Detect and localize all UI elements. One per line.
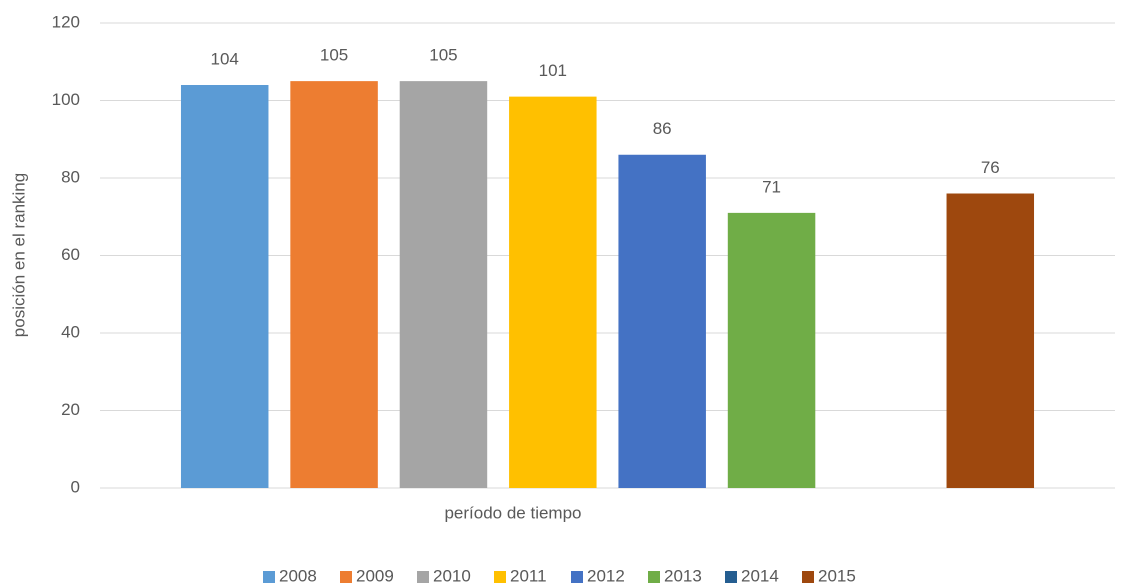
bar — [727, 212, 816, 488]
bar — [618, 154, 706, 488]
data-label: 86 — [653, 119, 672, 138]
legend-swatch — [494, 571, 506, 583]
x-axis-label: período de tiempo — [444, 503, 581, 522]
legend-swatch — [725, 571, 737, 583]
data-label: 101 — [539, 61, 567, 80]
y-tick-label: 100 — [52, 90, 80, 109]
bar — [290, 81, 378, 488]
legend-label: 2008 — [279, 566, 317, 585]
y-tick-label: 40 — [61, 322, 80, 341]
legend-label: 2015 — [818, 566, 856, 585]
y-tick-label: 20 — [61, 400, 80, 419]
legend-swatch — [417, 571, 429, 583]
bar — [509, 96, 597, 488]
y-tick-label: 0 — [71, 477, 80, 496]
legend-swatch — [263, 571, 275, 583]
bar — [399, 81, 488, 488]
legend-swatch — [802, 571, 814, 583]
legend-swatch — [571, 571, 583, 583]
data-label: 71 — [762, 177, 781, 196]
legend-label: 2011 — [510, 566, 547, 585]
data-label: 104 — [211, 49, 239, 68]
data-label: 76 — [981, 158, 1000, 177]
legend-label: 2012 — [587, 566, 625, 585]
y-tick-label: 120 — [52, 12, 80, 31]
data-label: 105 — [429, 46, 457, 65]
legend-swatch — [340, 571, 352, 583]
legend-label: 2010 — [433, 566, 471, 585]
legend-swatch — [648, 571, 660, 583]
y-tick-label: 80 — [61, 167, 80, 186]
legend-label: 2013 — [664, 566, 702, 585]
legend-label: 2014 — [741, 566, 779, 585]
bar — [946, 193, 1035, 488]
legend-label: 2009 — [356, 566, 394, 585]
bar — [180, 85, 269, 488]
y-axis-label: posición en el ranking — [9, 173, 28, 337]
data-label: 105 — [320, 46, 348, 65]
y-tick-label: 60 — [61, 245, 80, 264]
